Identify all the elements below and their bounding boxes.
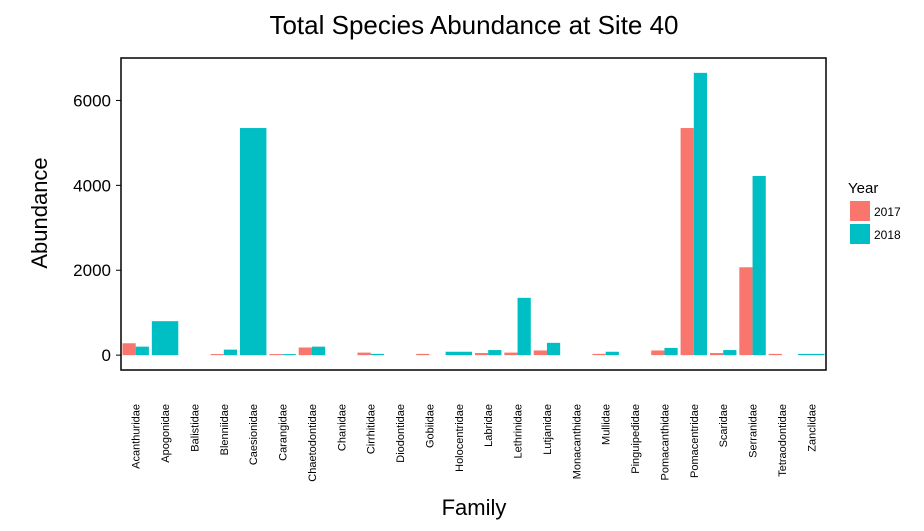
plot-panel-border [120,57,827,371]
x-tick-label-apogonidae: Apogonidae [160,404,172,463]
x-tick-label-mullidae: Mullidae [601,404,613,445]
bar-carangidae-2017 [269,354,283,356]
x-tick-label-diodontidae: Diodontidae [395,404,407,463]
x-tick-label-blenniidae: Blenniidae [219,404,231,455]
x-tick-label-scaridae: Scaridae [718,404,730,447]
x-tick-label-lutjanidae: Lutjanidae [542,404,554,455]
bar-caesionidae-2018 [239,128,267,356]
bar-lutjanidae-2018 [546,342,561,356]
x-tick-label-acanthuridae: Acanthuridae [131,404,143,469]
x-tick-label-balistidae: Balistidae [189,404,201,452]
x-tick-label-gobiidae: Gobiidae [424,404,436,448]
x-tick-label-chaetodontidae: Chaetodontidae [307,404,319,482]
y-axis: 0 2000 4000 6000 [73,91,121,365]
bar-scaridae-2018 [723,350,737,356]
x-tick-label-pomacanthidae: Pomacanthidae [659,404,671,480]
bar-apogonidae-2018 [151,321,179,356]
bar-lethrinidae-2018 [517,297,531,356]
bar-chaetodontidae-2017 [298,347,312,356]
legend-label-2018: 2018 [874,228,901,242]
y-tick-label: 0 [102,346,111,365]
bar-serranidae-2017 [739,267,753,356]
bar-cirrhitidae-2017 [357,352,371,356]
x-tick-label-pomacentridae: Pomacentridae [689,404,701,478]
legend-swatch-2017 [850,201,870,221]
bar-tetraodontidae-2017 [768,353,782,356]
legend-title: Year [848,180,878,197]
x-tick-label-caesionidae: Caesionidae [248,404,260,465]
x-tick-label-chanidae: Chanidae [336,404,348,451]
x-tick-label-monacanthidae: Monacanthidae [571,404,583,479]
bar-lethrinidae-2017 [504,352,518,356]
bar-mullidae-2017 [592,353,606,356]
bar-labridae-2017 [474,353,489,356]
bar-zanclidae-2018 [798,353,825,356]
chart-title: Total Species Abundance at Site 40 [269,10,678,40]
bar-mullidae-2018 [605,351,619,356]
legend-label-2017: 2017 [874,205,901,219]
x-axis-title: Family [442,495,507,520]
x-tick-label-labridae: Labridae [483,404,495,447]
x-tick-label-pinguipedidae: Pinguipedidae [630,404,642,474]
x-tick-label-serranidae: Serranidae [748,404,760,458]
bar-chaetodontidae-2018 [311,346,326,356]
y-tick-label: 2000 [73,261,111,280]
x-tick-label-cirrhitidae: Cirrhitidae [366,404,378,454]
bar-acanthuridae-2017 [122,343,136,356]
bar-blenniidae-2017 [210,354,224,356]
bars-layer [122,72,825,356]
bar-pomacentridae-2017 [680,128,694,356]
legend: Year 2017 2018 [848,180,901,244]
x-axis: Acanthuridae Apogonidae Balistidae Blenniid… [131,404,819,482]
y-tick-label: 6000 [73,91,111,110]
bar-serranidae-2018 [752,176,766,356]
y-tick-label: 4000 [73,176,111,195]
bar-scaridae-2017 [709,353,724,356]
bar-holocentridae-2018 [445,351,473,356]
x-tick-label-zanclidae: Zanclidae [806,404,818,452]
y-axis-title: Abundance [27,157,52,268]
bar-carangidae-2018 [282,354,296,356]
x-tick-label-carangidae: Carangidae [278,404,290,461]
bar-pomacanthidae-2018 [664,347,678,356]
bar-blenniidae-2018 [223,349,238,356]
bar-acanthuridae-2018 [135,346,149,356]
legend-swatch-2018 [850,224,870,244]
bar-gobiidae-2017 [416,353,430,356]
bar-lutjanidae-2017 [533,350,547,356]
bar-pomacanthidae-2017 [651,350,665,356]
x-tick-label-lethrinidae: Lethrinidae [513,404,525,458]
x-tick-label-holocentridae: Holocentridae [454,404,466,472]
bar-pomacentridae-2018 [693,72,708,356]
bar-labridae-2018 [488,350,502,356]
bar-cirrhitidae-2018 [370,353,384,356]
x-tick-label-tetraodontidae: Tetraodontidae [777,404,789,477]
